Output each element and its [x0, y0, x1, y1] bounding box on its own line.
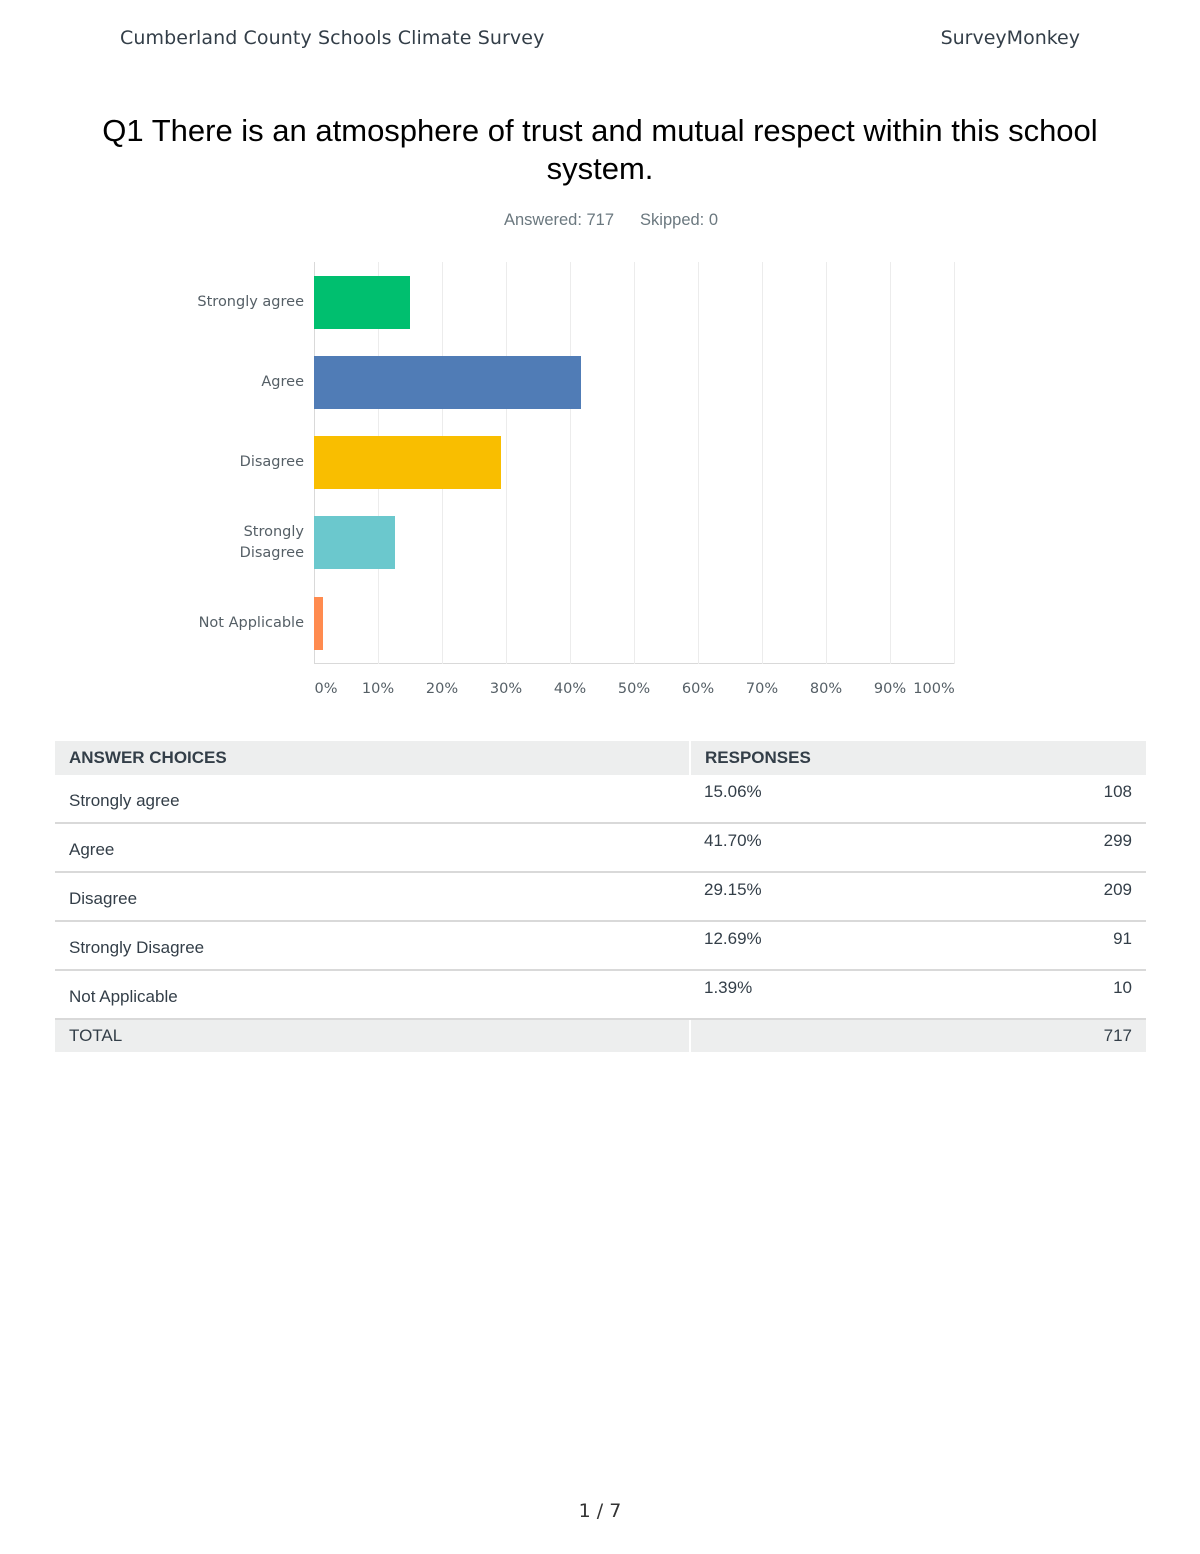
y-axis-line	[314, 262, 315, 664]
table-row: Not Applicable 1.39% 10	[55, 970, 1146, 1020]
table-row: Strongly agree 15.06% 108	[55, 775, 1146, 824]
bar-strongly-disagree	[314, 516, 396, 569]
brand-name: SurveyMonkey	[940, 27, 1080, 49]
gridline	[826, 262, 827, 664]
gridline	[506, 262, 507, 664]
x-tick-label: 50%	[617, 681, 651, 697]
gridline	[954, 262, 955, 664]
table-row: Strongly Disagree 12.69% 91	[55, 921, 1146, 971]
category-label: Strongly Disagree	[239, 523, 304, 561]
gridline	[634, 262, 635, 664]
bar-not-applicable	[314, 597, 323, 650]
gridline	[570, 262, 571, 664]
gridline	[378, 262, 379, 664]
answered-count: Answered: 717	[503, 211, 615, 229]
answer-choice: Strongly agree	[55, 775, 690, 824]
total-count: 717	[690, 1019, 1146, 1052]
gridline	[762, 262, 763, 664]
question-title: Q1 There is an atmosphere of trust and m…	[102, 113, 1098, 186]
x-tick-label: 20%	[425, 681, 459, 697]
x-tick-label: 40%	[553, 681, 587, 697]
bar-agree	[314, 356, 581, 409]
response-count: 10	[918, 970, 1146, 1020]
x-tick-label: 0%	[314, 681, 338, 697]
answer-choice: Strongly Disagree	[55, 921, 690, 971]
response-count: 299	[918, 823, 1146, 873]
gridline	[698, 262, 699, 664]
x-tick-label: 60%	[681, 681, 715, 697]
response-percent: 1.39%	[690, 970, 918, 1020]
category-label: Disagree	[239, 454, 304, 470]
response-percent: 29.15%	[690, 872, 918, 922]
answer-choice: Not Applicable	[55, 970, 690, 1020]
x-axis-line	[314, 663, 954, 664]
answer-choice: Disagree	[55, 872, 690, 922]
bar-chart: Strongly agree Agree Disagree Strongly Disa…	[0, 0, 1200, 720]
x-tick-label: 30%	[489, 681, 523, 697]
bar-strongly-agree	[314, 276, 411, 329]
response-percent: 12.69%	[690, 921, 918, 971]
x-tick-label: 70%	[745, 681, 779, 697]
gridline	[442, 262, 443, 664]
response-count: 91	[918, 921, 1146, 971]
header-responses: RESPONSES	[690, 741, 1146, 775]
x-tick-label: 80%	[809, 681, 843, 697]
category-label: Agree	[261, 374, 304, 390]
survey-title: Cumberland County Schools Climate Survey	[120, 27, 545, 49]
response-percent: 41.70%	[690, 823, 918, 873]
x-tick-label: 100%	[913, 681, 955, 697]
category-label: Not Applicable	[198, 615, 304, 631]
header-answer-choices: ANSWER CHOICES	[55, 741, 691, 775]
skipped-count: Skipped: 0	[640, 211, 719, 229]
x-tick-label: 10%	[361, 681, 395, 697]
chart-plot-area	[314, 262, 955, 664]
response-count: 108	[918, 775, 1146, 824]
page-number: 1 / 7	[578, 1500, 622, 1522]
x-tick-label: 90%	[873, 681, 907, 697]
bar-disagree	[314, 436, 501, 489]
response-percent: 15.06%	[690, 775, 918, 824]
category-label: Strongly agree	[197, 294, 304, 310]
gridline	[890, 262, 891, 664]
table-row: Disagree 29.15% 209	[55, 872, 1146, 922]
response-count: 209	[918, 872, 1146, 922]
total-label: TOTAL	[55, 1019, 691, 1052]
answer-choice: Agree	[55, 823, 690, 873]
table-row: Agree 41.70% 299	[55, 823, 1146, 873]
response-stats: Answered: 717 Skipped: 0	[0, 211, 1200, 230]
table-total-row: TOTAL 717	[55, 1019, 1146, 1052]
responses-table: ANSWER CHOICES RESPONSES Strongly agree …	[55, 741, 1146, 1052]
